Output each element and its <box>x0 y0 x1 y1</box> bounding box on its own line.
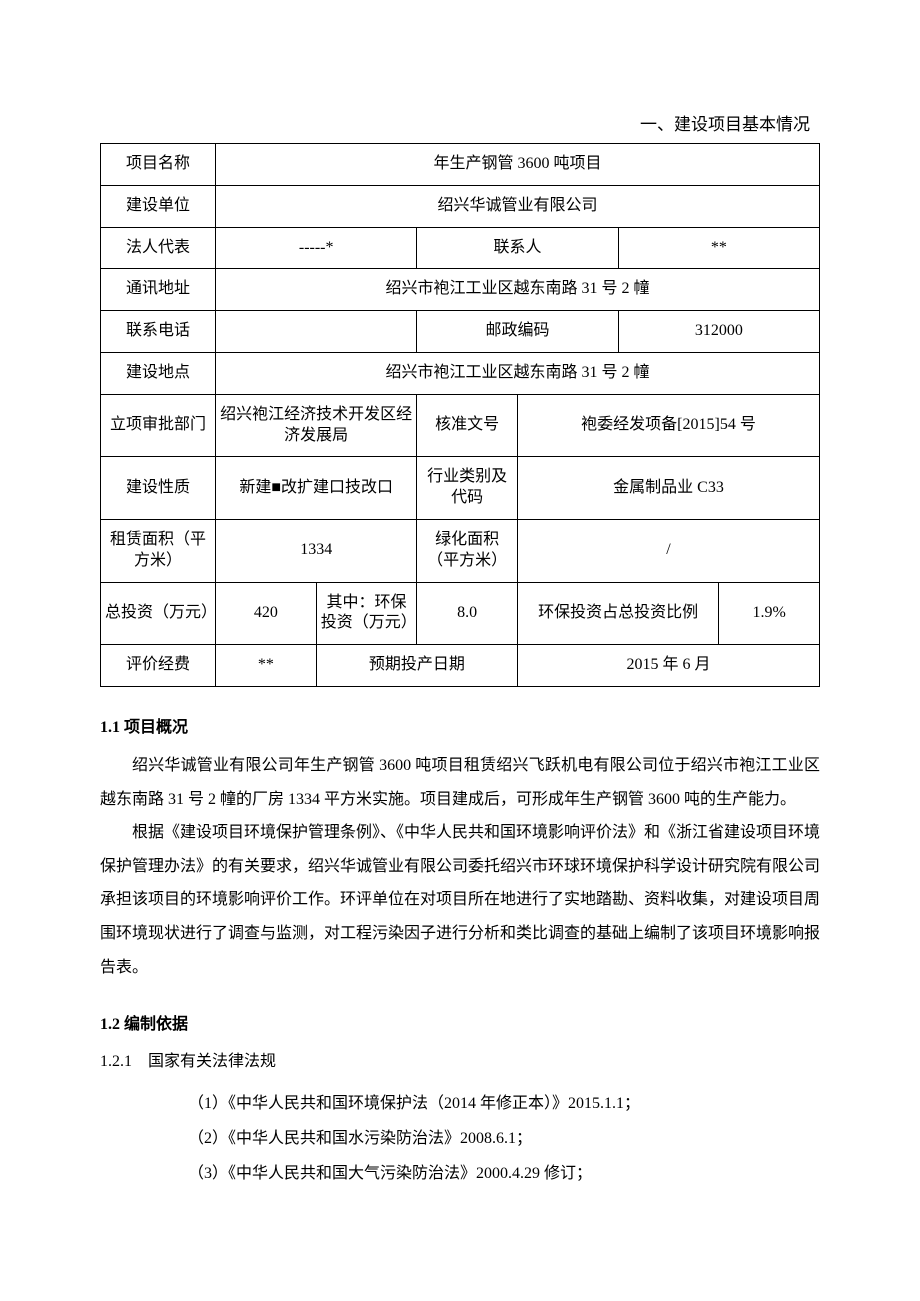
table-cell: 评价经费 <box>101 645 216 687</box>
table-row: 租赁面积（平方米）1334绿化面积（平方米）/ <box>101 519 820 582</box>
table-cell: 总投资（万元） <box>101 582 216 645</box>
table-row: 总投资（万元）420其中：环保投资（万元）8.0环保投资占总投资比例1.9% <box>101 582 820 645</box>
table-cell: 项目名称 <box>101 144 216 186</box>
paragraph: 绍兴华诚管业有限公司年生产钢管 3600 吨项目租赁绍兴飞跃机电有限公司位于绍兴… <box>100 749 820 816</box>
table-cell: 法人代表 <box>101 227 216 269</box>
table-cell: 420 <box>216 582 317 645</box>
table-cell: 联系人 <box>417 227 618 269</box>
table-cell: 金属制品业 C33 <box>518 457 820 520</box>
table-row: 评价经费**预期投产日期2015 年 6 月 <box>101 645 820 687</box>
section-1-1-body: 绍兴华诚管业有限公司年生产钢管 3600 吨项目租赁绍兴飞跃机电有限公司位于绍兴… <box>100 749 820 984</box>
table-row: 项目名称年生产钢管 3600 吨项目 <box>101 144 820 186</box>
table-cell: -----* <box>216 227 417 269</box>
table-cell: 建设性质 <box>101 457 216 520</box>
table-cell: 行业类别及代码 <box>417 457 518 520</box>
table-cell: ** <box>618 227 819 269</box>
table-cell: 绍兴袍江经济技术开发区经济发展局 <box>216 394 417 457</box>
table-cell: 立项审批部门 <box>101 394 216 457</box>
table-row: 建设性质新建■改扩建口技改口行业类别及代码金属制品业 C33 <box>101 457 820 520</box>
table-cell: 租赁面积（平方米） <box>101 519 216 582</box>
table-cell: 袍委经发项备[2015]54 号 <box>518 394 820 457</box>
table-cell: 建设地点 <box>101 352 216 394</box>
table-cell: 年生产钢管 3600 吨项目 <box>216 144 820 186</box>
section-1-2-1-heading: 1.2.1 国家有关法律法规 <box>100 1046 820 1078</box>
table-cell: 绍兴华诚管业有限公司 <box>216 185 820 227</box>
table-cell: 8.0 <box>417 582 518 645</box>
table-cell: 1334 <box>216 519 417 582</box>
page-title: 一、建设项目基本情况 <box>100 110 820 135</box>
section-1-2-heading: 1.2 编制依据 <box>100 1010 820 1034</box>
list-item: （2）《中华人民共和国水污染防治法》2008.6.1； <box>188 1121 820 1156</box>
table-row: 联系电话 邮政编码312000 <box>101 311 820 353</box>
table-cell: 联系电话 <box>101 311 216 353</box>
table-cell: 1.9% <box>719 582 820 645</box>
table-cell: 预期投产日期 <box>316 645 517 687</box>
table-body: 项目名称年生产钢管 3600 吨项目建设单位绍兴华诚管业有限公司法人代表----… <box>101 144 820 687</box>
section-1-1-heading: 1.1 项目概况 <box>100 713 820 737</box>
table-cell: 绍兴市袍江工业区越东南路 31 号 2 幢 <box>216 269 820 311</box>
list-item: （3）《中华人民共和国大气污染防治法》2000.4.29 修订； <box>188 1156 820 1191</box>
table-cell: 环保投资占总投资比例 <box>518 582 719 645</box>
table-cell: 建设单位 <box>101 185 216 227</box>
paragraph: 根据《建设项目环境保护管理条例》、《中华人民共和国环境影响评价法》和《浙江省建设… <box>100 816 820 984</box>
table-cell: 其中：环保投资（万元） <box>316 582 417 645</box>
table-cell: 绍兴市袍江工业区越东南路 31 号 2 幢 <box>216 352 820 394</box>
table-cell: 2015 年 6 月 <box>518 645 820 687</box>
table-cell: 绿化面积（平方米） <box>417 519 518 582</box>
table-row: 法人代表-----*联系人** <box>101 227 820 269</box>
table-row: 立项审批部门绍兴袍江经济技术开发区经济发展局核准文号袍委经发项备[2015]54… <box>101 394 820 457</box>
project-info-table: 项目名称年生产钢管 3600 吨项目建设单位绍兴华诚管业有限公司法人代表----… <box>100 143 820 687</box>
table-cell: / <box>518 519 820 582</box>
table-cell: 新建■改扩建口技改口 <box>216 457 417 520</box>
table-cell: 核准文号 <box>417 394 518 457</box>
table-row: 通讯地址绍兴市袍江工业区越东南路 31 号 2 幢 <box>101 269 820 311</box>
table-cell: 通讯地址 <box>101 269 216 311</box>
table-cell: 312000 <box>618 311 819 353</box>
table-cell <box>216 311 417 353</box>
table-cell: 邮政编码 <box>417 311 618 353</box>
table-row: 建设单位绍兴华诚管业有限公司 <box>101 185 820 227</box>
table-row: 建设地点绍兴市袍江工业区越东南路 31 号 2 幢 <box>101 352 820 394</box>
law-list: （1）《中华人民共和国环境保护法（2014 年修正本）》2015.1.1； （2… <box>100 1086 820 1192</box>
list-item: （1）《中华人民共和国环境保护法（2014 年修正本）》2015.1.1； <box>188 1086 820 1121</box>
table-cell: ** <box>216 645 317 687</box>
